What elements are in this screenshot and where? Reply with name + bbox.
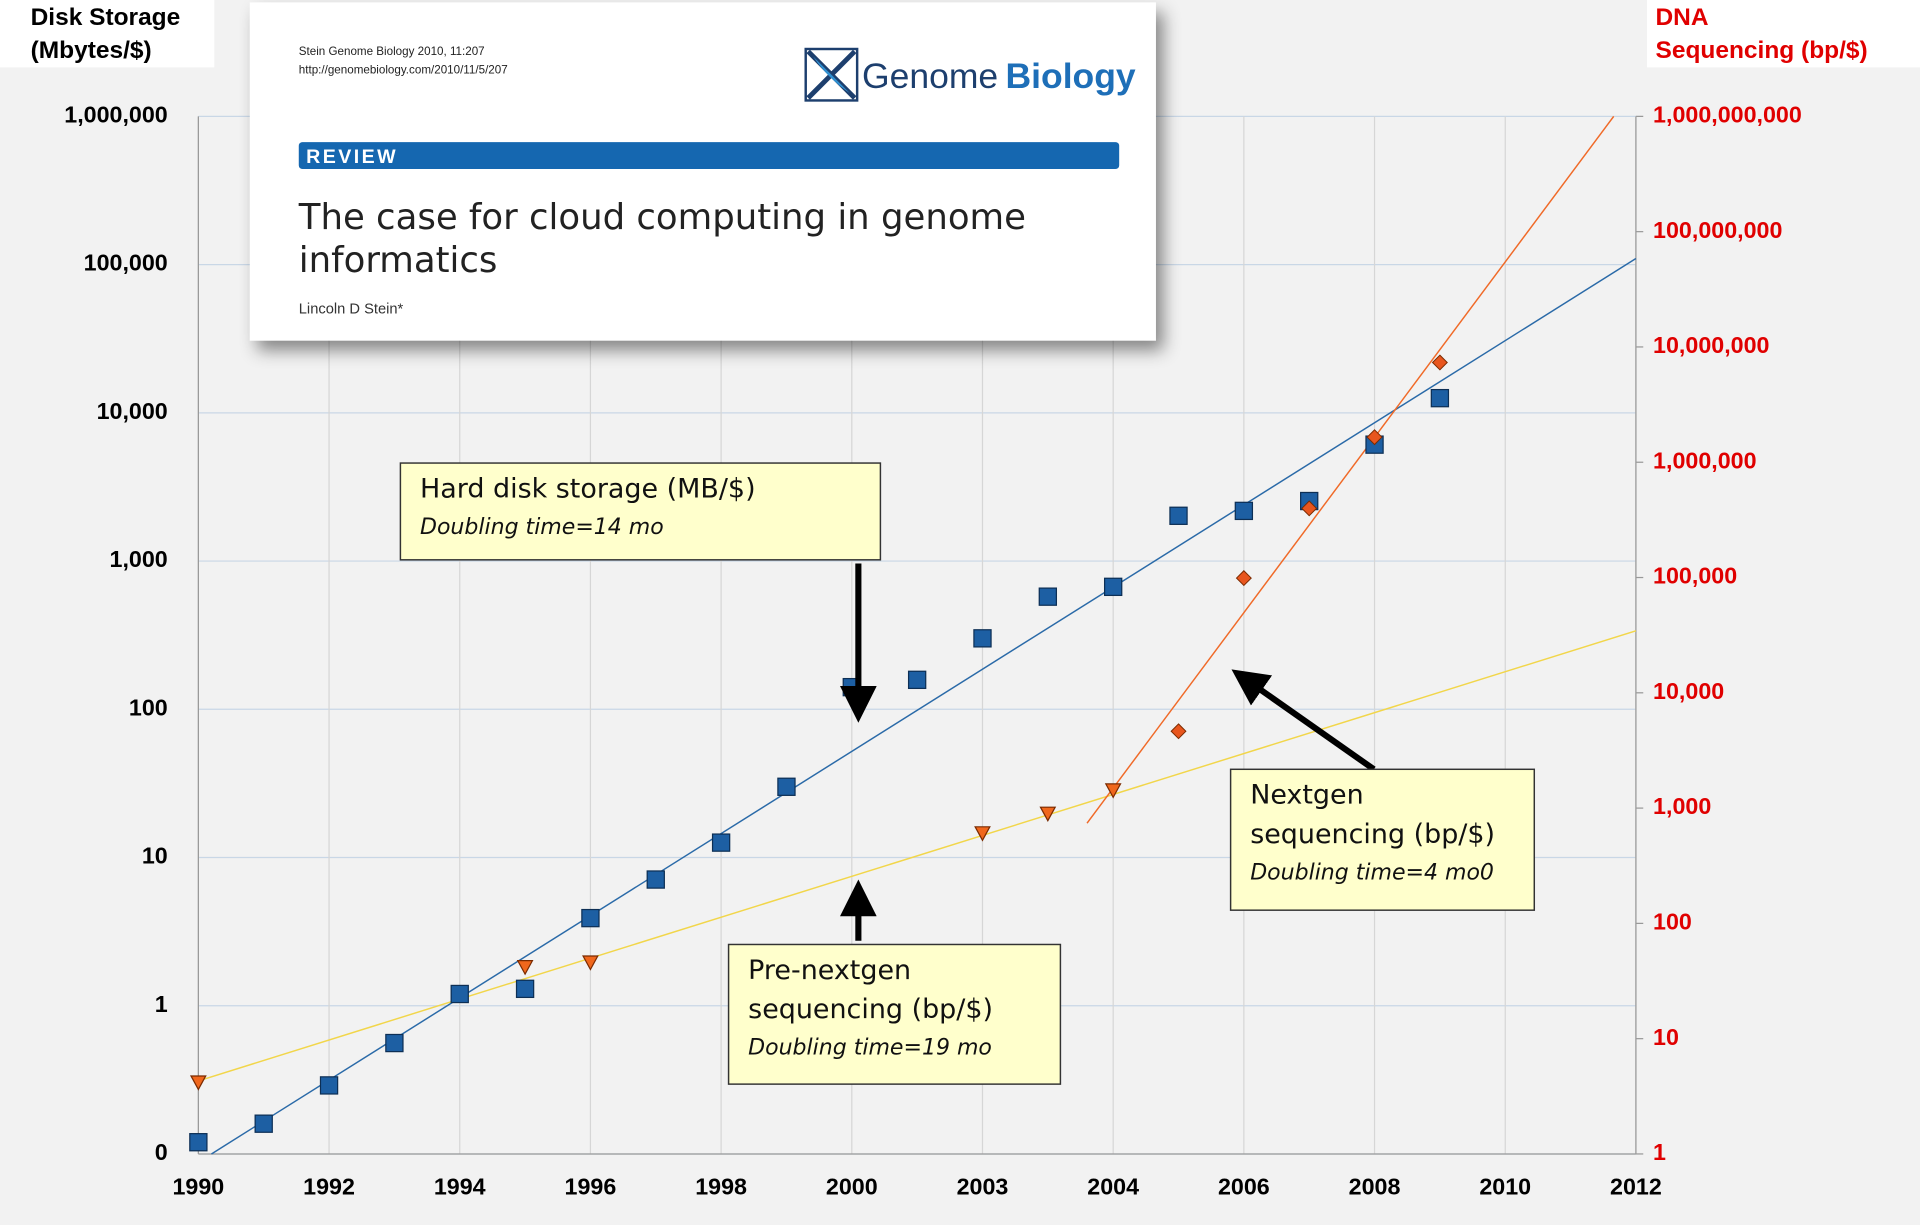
- annotation-text: sequencing (bp/$): [1250, 819, 1495, 850]
- x-tick-label: 2012: [1610, 1173, 1662, 1199]
- y-tick-label: 100,000: [84, 250, 168, 276]
- x-tick-label: 2006: [1218, 1173, 1270, 1199]
- logo-word: Biology: [1006, 56, 1136, 96]
- review-label: REVIEW: [306, 146, 398, 168]
- x-tick-label: 1998: [695, 1173, 747, 1199]
- x-tick-label: 1994: [434, 1173, 486, 1199]
- y2-axis-title: DNA: [1656, 4, 1709, 31]
- data-point: [1170, 507, 1187, 524]
- y2-tick-label: 10,000,000: [1653, 332, 1769, 358]
- review-bar: [299, 142, 1119, 169]
- chart: Disk Storage (Mbytes/$) DNA Sequencing (…: [0, 0, 1920, 1225]
- data-point: [582, 910, 599, 927]
- data-point: [320, 1077, 337, 1094]
- logo-word: Genome: [862, 56, 998, 96]
- x-tick-label: 1996: [565, 1173, 617, 1199]
- inset-url: http://genomebiology.com/2010/11/5/207: [299, 63, 508, 76]
- x-tick-label: 2003: [957, 1173, 1009, 1199]
- y-tick-label: 0: [155, 1139, 168, 1165]
- annotation-text: Nextgen: [1250, 780, 1363, 811]
- data-point: [713, 834, 730, 851]
- y-axis-title: Disk Storage: [31, 4, 181, 31]
- annotation-note: Doubling time=19 mo: [748, 1036, 992, 1061]
- data-point: [451, 985, 468, 1002]
- x-tick-label: 2000: [826, 1173, 878, 1199]
- y2-tick-label: 100,000,000: [1653, 217, 1782, 243]
- data-point: [909, 671, 926, 688]
- data-point: [517, 980, 534, 997]
- inset: Stein Genome Biology 2010, 11:207 http:/…: [250, 2, 1156, 340]
- inset-title: informatics: [299, 240, 498, 281]
- page: {"chart_data": { "type": "scatter", "yla…: [0, 0, 1920, 1225]
- y2-tick-label: 10,000: [1653, 678, 1724, 704]
- data-point: [1039, 588, 1056, 605]
- data-point: [190, 1134, 207, 1151]
- y2-tick-label: 1,000,000,000: [1653, 102, 1802, 128]
- y-axis-title: (Mbytes/$): [31, 37, 152, 64]
- data-point: [255, 1115, 272, 1132]
- x-tick-label: 2008: [1349, 1173, 1401, 1199]
- data-point: [974, 630, 991, 647]
- annotation-text: Pre-nextgen: [748, 955, 911, 986]
- y-tick-label: 10,000: [97, 398, 168, 424]
- y-tick-label: 1,000: [110, 546, 168, 572]
- data-point: [647, 871, 664, 888]
- y2-tick-label: 1: [1653, 1139, 1666, 1165]
- y-tick-label: 1: [155, 991, 168, 1017]
- data-point: [1105, 578, 1122, 595]
- inset-author: Lincoln D Stein*: [299, 302, 404, 318]
- y2-tick-label: 10: [1653, 1024, 1679, 1050]
- annotation-note: Doubling time=14 mo: [420, 515, 664, 540]
- y2-tick-label: 100: [1653, 909, 1692, 935]
- y2-tick-label: 1,000,000: [1653, 447, 1756, 473]
- y2-tick-label: 1,000: [1653, 793, 1711, 819]
- annotation-note: Doubling time=4 mo0: [1250, 861, 1494, 886]
- x-tick-label: 1990: [172, 1173, 224, 1199]
- y-tick-label: 100: [129, 694, 168, 720]
- data-point: [1431, 390, 1448, 407]
- data-point: [1235, 502, 1252, 519]
- annotation-text: Hard disk storage (MB/$): [420, 473, 756, 504]
- x-tick-label: 2004: [1087, 1173, 1139, 1199]
- y-tick-label: 10: [142, 843, 168, 869]
- y-tick-label: 1,000,000: [64, 102, 167, 128]
- x-tick-label: 1992: [303, 1173, 355, 1199]
- data-point: [386, 1034, 403, 1051]
- y2-tick-label: 100,000: [1653, 563, 1737, 589]
- annotation-text: sequencing (bp/$): [748, 994, 993, 1025]
- data-point: [778, 778, 795, 795]
- x-tick-label: 2010: [1479, 1173, 1531, 1199]
- y2-axis-title: Sequencing (bp/$): [1656, 37, 1868, 64]
- inset-title: The case for cloud computing in genome: [298, 197, 1026, 238]
- inset-citation: Stein Genome Biology 2010, 11:207: [299, 45, 485, 58]
